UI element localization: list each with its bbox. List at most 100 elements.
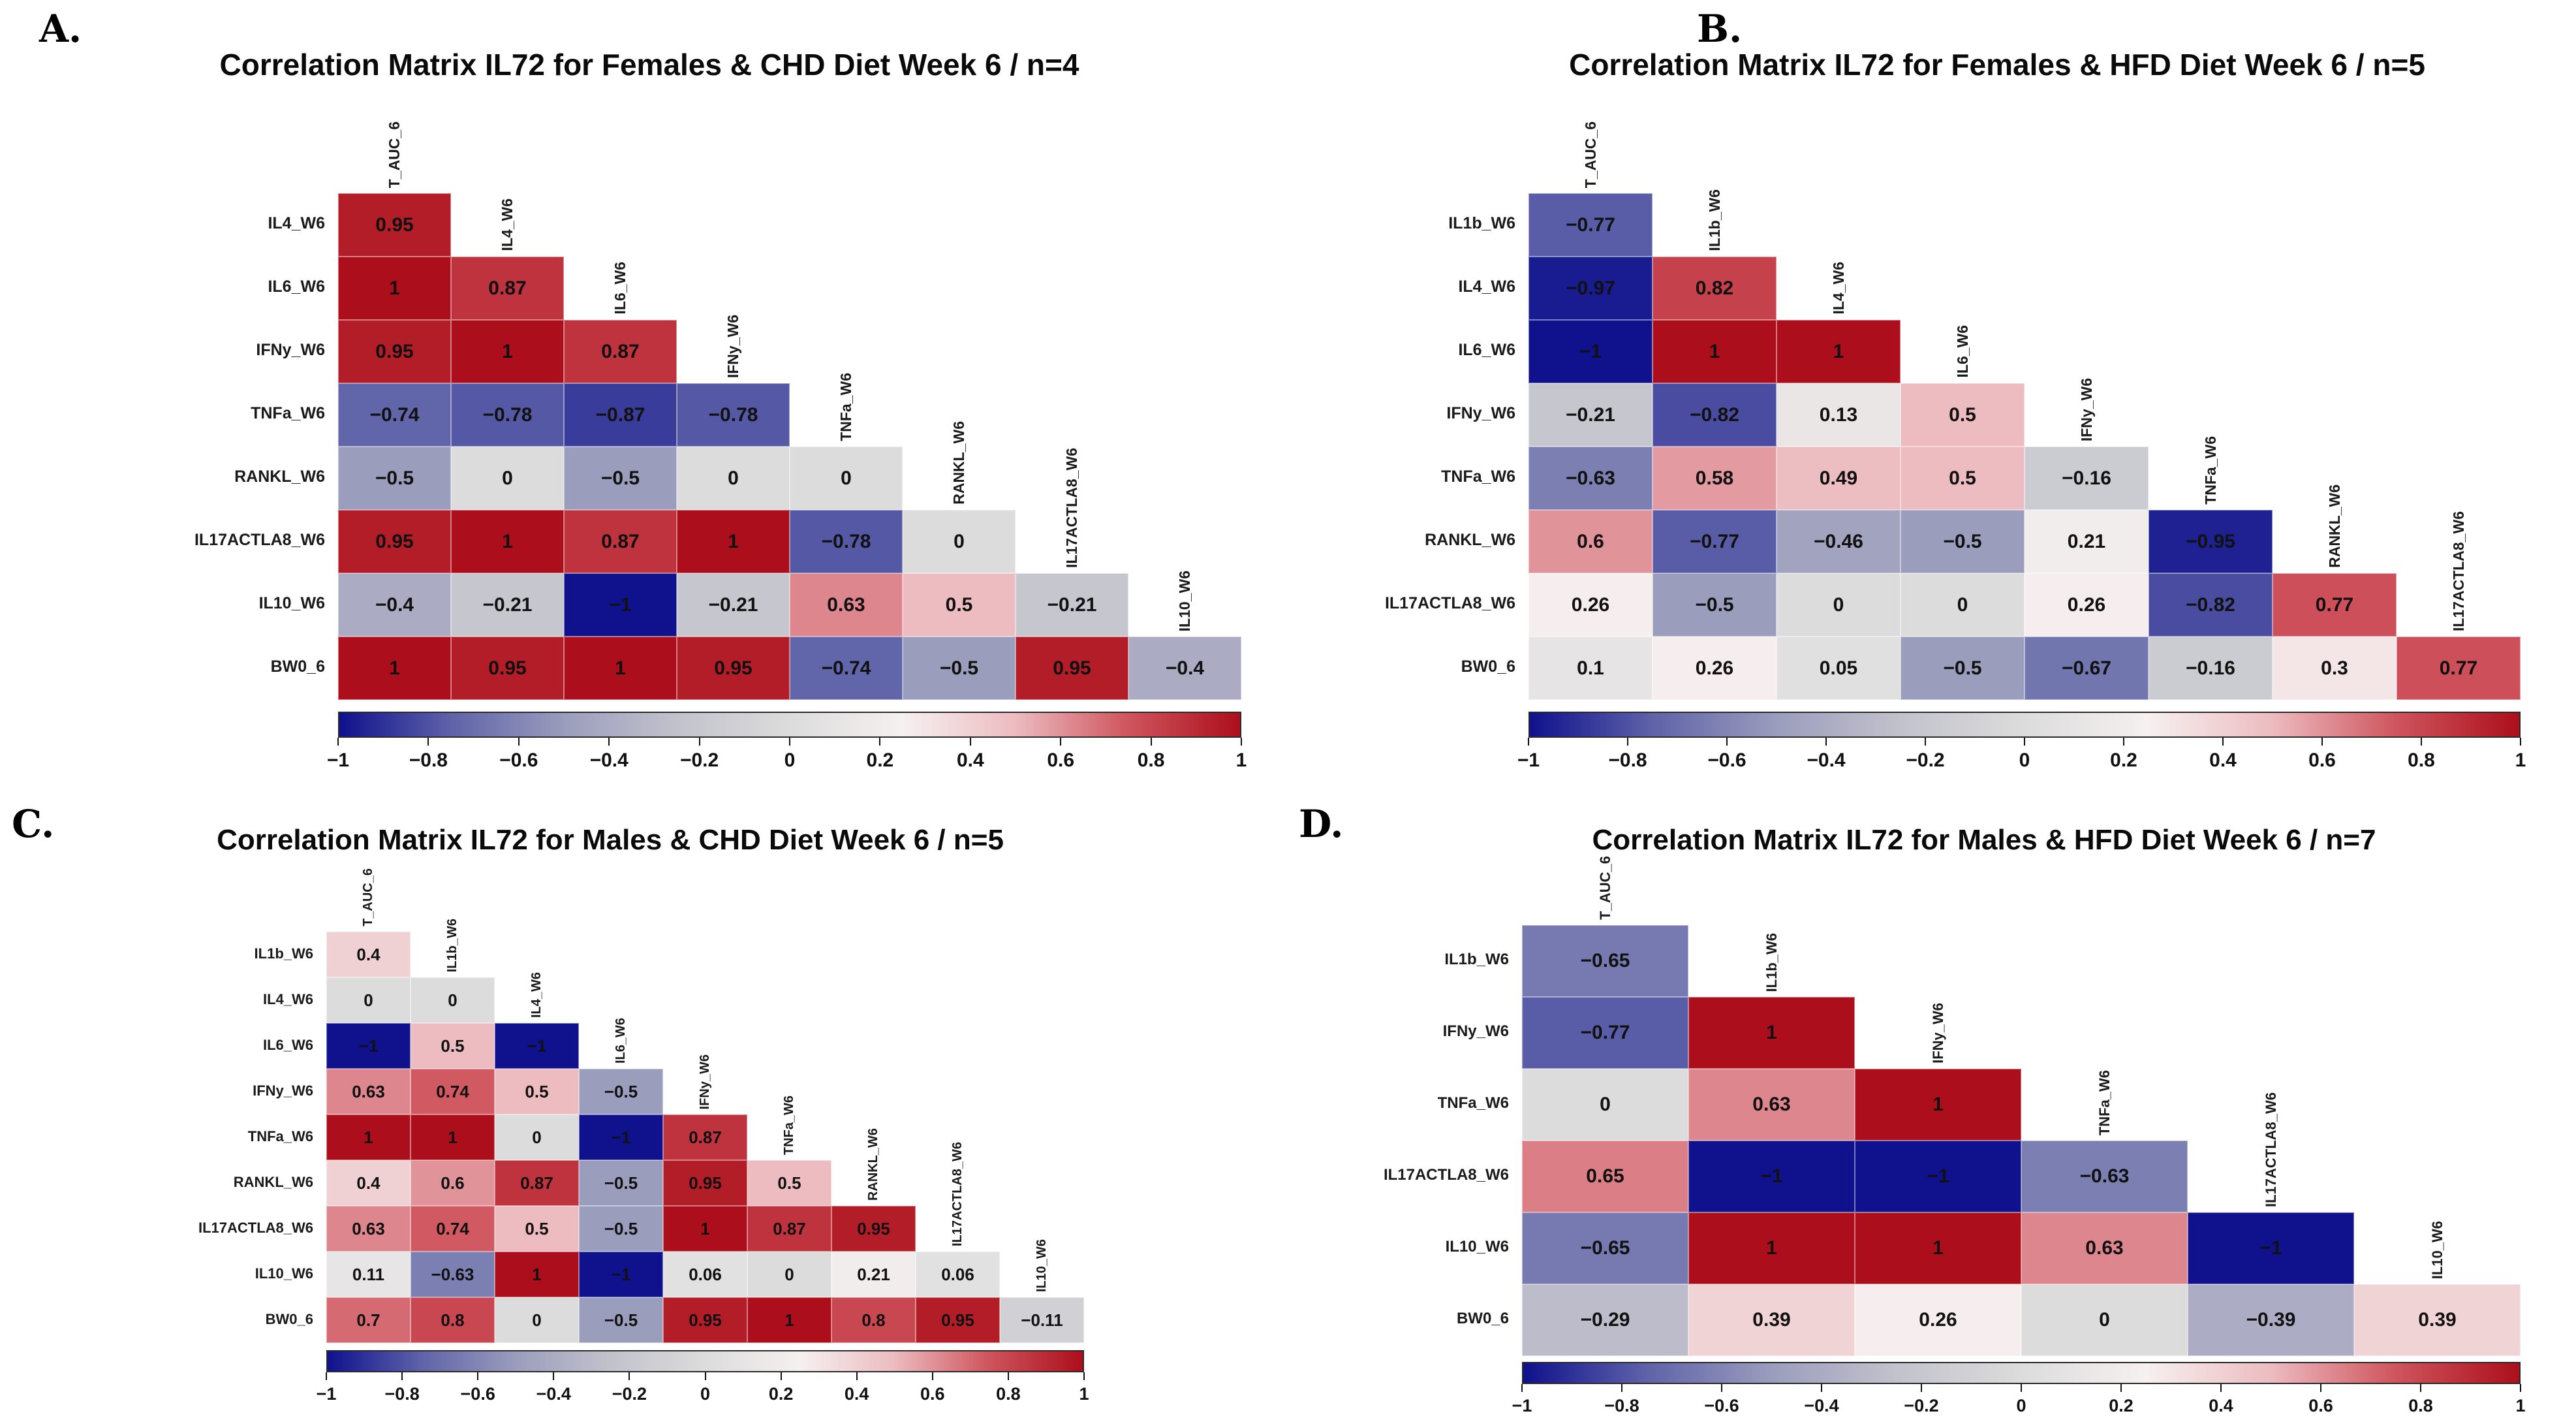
- column-label: IFNy_W6: [1855, 907, 2021, 1064]
- correlation-cell: 0.82: [1653, 257, 1777, 320]
- column-label: IL4_W6: [451, 88, 564, 251]
- column-label-text: IL4_W6: [499, 198, 516, 251]
- colorbar-tick-label: 1: [2515, 1396, 2526, 1415]
- correlation-cell: 0.95: [338, 320, 451, 383]
- correlation-cell: 0.63: [2021, 1212, 2188, 1284]
- row-label: BW0_6: [270, 657, 325, 676]
- column-label: T_AUC_6: [326, 781, 411, 926]
- panel-b-title: Correlation Matrix IL72 for Females & HF…: [1569, 48, 2425, 82]
- row-label: RANKL_W6: [234, 467, 325, 486]
- correlation-cell: −0.95: [2149, 510, 2273, 573]
- colorbar-tick-label: 0.2: [2109, 1396, 2134, 1415]
- correlation-cell: 1: [411, 1114, 495, 1160]
- colorbar-tick-label: 0.2: [2110, 749, 2137, 771]
- colorbar-tick-label: 0.4: [844, 1384, 869, 1404]
- colorbar-tick-label: −0.6: [1704, 1396, 1739, 1415]
- correlation-cell: 0.95: [663, 1297, 747, 1343]
- correlation-cell: 1: [1653, 320, 1777, 383]
- column-label: IL10_W6: [1000, 1147, 1084, 1292]
- colorbar-tick-label: 0.2: [866, 749, 894, 771]
- colorbar-tick: [2421, 738, 2422, 746]
- column-label: IL17ACTLA8_W6: [2397, 468, 2521, 631]
- colorbar-tick: [1627, 738, 1628, 746]
- correlation-cell: −0.5: [1901, 510, 2025, 573]
- colorbar-tick: [2220, 1384, 2222, 1392]
- correlation-cell: 1: [495, 1252, 579, 1297]
- correlation-cell: 0.95: [831, 1206, 916, 1252]
- column-label: RANKL_W6: [2273, 405, 2397, 568]
- colorbar-tick-label: −0.8: [384, 1384, 420, 1404]
- correlation-cell: −1: [1529, 320, 1653, 383]
- correlation-cell: −0.21: [1016, 573, 1128, 637]
- correlation-cell: 0.26: [1653, 637, 1777, 700]
- row-label: IL1b_W6: [1448, 214, 1515, 233]
- column-label: IFNy_W6: [2025, 278, 2149, 441]
- column-label: IL4_W6: [495, 873, 579, 1018]
- correlation-cell: 0.95: [663, 1160, 747, 1206]
- correlation-cell: 0: [1522, 1069, 1688, 1141]
- correlation-cell: 0.63: [326, 1069, 411, 1114]
- correlation-cell: 0: [790, 447, 903, 510]
- colorbar-tick-label: 1: [1235, 749, 1247, 771]
- panel-c-matrix: 0.4 0 0 −1 0.5 −1 0.63 0.74 0.5 −0.5 1 1 0 −1 0.87 0.4 0…: [198, 868, 1084, 1343]
- row-label: IFNy_W6: [256, 341, 325, 360]
- correlation-cell: 1: [663, 1206, 747, 1252]
- correlation-cell: 0.6: [411, 1160, 495, 1206]
- correlation-cell: 0: [451, 447, 564, 510]
- column-label: TNFa_W6: [2149, 341, 2273, 505]
- colorbar-tick-label: 0: [784, 749, 796, 771]
- correlation-cell: −0.5: [579, 1206, 663, 1252]
- correlation-cell: 1: [677, 510, 790, 573]
- colorbar-tick-label: 0.8: [2408, 749, 2435, 771]
- correlation-cell: −0.4: [338, 573, 451, 637]
- column-label: RANKL_W6: [831, 1056, 916, 1201]
- column-label-text: RANKL_W6: [866, 1128, 880, 1201]
- correlation-cell: 0.95: [338, 510, 451, 573]
- row-label: BW0_6: [265, 1310, 313, 1327]
- correlation-cell: 0.06: [916, 1252, 1000, 1297]
- column-label: T_AUC_6: [1529, 25, 1653, 188]
- row-label: IL1b_W6: [1444, 951, 1509, 969]
- colorbar-tick-label: 0.8: [1137, 749, 1165, 771]
- colorbar-tick-label: −0.2: [1906, 749, 1945, 771]
- correlation-cell: −0.65: [1522, 925, 1688, 997]
- column-label-text: IFNy_W6: [1929, 1003, 1946, 1064]
- column-label-text: IFNy_W6: [698, 1054, 712, 1109]
- correlation-cell: 1: [1855, 1069, 2021, 1141]
- correlation-cell: −1: [2188, 1212, 2354, 1284]
- panel-d-title: Correlation Matrix IL72 for Males & HFD …: [1592, 824, 2376, 856]
- row-label: IL4_W6: [262, 990, 313, 1007]
- correlation-cell: 0.6: [1529, 510, 1653, 573]
- correlation-cell: 1: [747, 1297, 831, 1343]
- column-label-text: TNFa_W6: [782, 1095, 796, 1155]
- correlation-cell: 0: [903, 510, 1016, 573]
- colorbar-tick-label: −0.2: [612, 1384, 647, 1404]
- correlation-cell: −0.4: [1128, 637, 1241, 700]
- colorbar-tick-label: 0.4: [956, 749, 984, 771]
- correlation-cell: 0.87: [747, 1206, 831, 1252]
- correlation-cell: 0.8: [831, 1297, 916, 1343]
- column-label-text: IL17ACTLA8_W6: [2449, 511, 2467, 631]
- row-label: IL6_W6: [1458, 341, 1515, 360]
- row-label: IL4_W6: [1458, 277, 1515, 296]
- correlation-cell: 0.5: [1901, 447, 2025, 510]
- colorbar-tick: [1925, 738, 1926, 746]
- column-label: IL1b_W6: [1688, 835, 1855, 992]
- panel-d-matrix: −0.65 −0.77 1 0 0.63 1 0.65 −1 −1 −0.63 −0.65 1 1 0.6…: [1384, 856, 2521, 1356]
- correlation-cell: 1: [451, 510, 564, 573]
- colorbar-tick: [2320, 1384, 2321, 1392]
- panel-d-colorbar: −1 −0.8 −0.6 −0.4 −0.2 0 0.2 0.4 0.6 0.8 1: [1512, 1362, 2526, 1420]
- correlation-cell: −0.63: [2021, 1141, 2188, 1212]
- column-label: IL4_W6: [1777, 151, 1901, 315]
- column-label-text: IL10_W6: [1176, 570, 1193, 631]
- colorbar-tick-label: 0.6: [1047, 749, 1075, 771]
- column-label: IL10_W6: [1128, 468, 1241, 631]
- row-label: BW0_6: [1456, 1310, 1509, 1328]
- row-label: TNFa_W6: [247, 1128, 313, 1144]
- column-label-text: TNFa_W6: [2201, 436, 2219, 505]
- correlation-cell: 0.13: [1777, 383, 1901, 447]
- correlation-cell: −1: [564, 573, 677, 637]
- row-label: IL6_W6: [268, 277, 325, 296]
- correlation-cell: 0: [495, 1114, 579, 1160]
- column-label-text: TNFa_W6: [2096, 1069, 2113, 1135]
